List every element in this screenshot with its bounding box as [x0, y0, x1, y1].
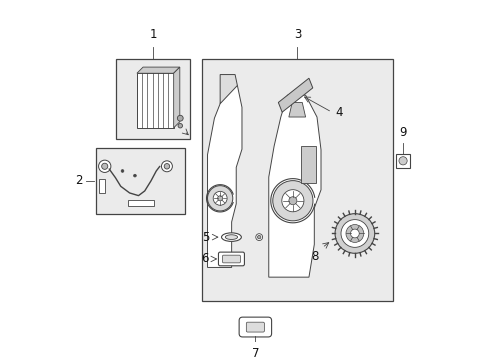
- Circle shape: [255, 234, 262, 240]
- Text: 1: 1: [149, 28, 157, 41]
- Circle shape: [121, 170, 123, 172]
- Circle shape: [340, 220, 368, 247]
- Polygon shape: [220, 75, 237, 104]
- Bar: [137, 73, 173, 128]
- Text: 5: 5: [202, 231, 209, 244]
- Circle shape: [161, 161, 172, 172]
- Polygon shape: [173, 67, 180, 128]
- Bar: [202, 59, 392, 301]
- Bar: [300, 146, 315, 183]
- Circle shape: [217, 196, 222, 201]
- Circle shape: [207, 186, 232, 211]
- Bar: [116, 59, 189, 139]
- Polygon shape: [137, 67, 180, 73]
- Circle shape: [213, 192, 226, 205]
- Text: 9: 9: [399, 126, 406, 139]
- Ellipse shape: [225, 235, 237, 239]
- FancyBboxPatch shape: [246, 322, 264, 332]
- FancyBboxPatch shape: [222, 255, 240, 263]
- Ellipse shape: [221, 233, 241, 242]
- Text: 6: 6: [201, 252, 208, 265]
- Polygon shape: [207, 85, 242, 267]
- FancyBboxPatch shape: [239, 317, 271, 337]
- Circle shape: [272, 181, 312, 221]
- Circle shape: [177, 115, 183, 121]
- Bar: [395, 154, 409, 168]
- Circle shape: [99, 160, 111, 172]
- Text: 4: 4: [335, 106, 343, 119]
- Circle shape: [334, 214, 374, 253]
- Polygon shape: [278, 78, 312, 112]
- Circle shape: [102, 163, 107, 169]
- Text: 7: 7: [251, 347, 259, 360]
- Circle shape: [133, 174, 136, 177]
- Circle shape: [164, 163, 169, 169]
- Polygon shape: [127, 199, 153, 206]
- Circle shape: [178, 123, 182, 128]
- Circle shape: [288, 197, 296, 205]
- Circle shape: [398, 157, 407, 165]
- Text: 2: 2: [75, 175, 82, 188]
- Circle shape: [281, 190, 304, 212]
- Text: 8: 8: [311, 250, 318, 263]
- Polygon shape: [288, 103, 305, 117]
- FancyBboxPatch shape: [218, 252, 244, 266]
- Circle shape: [345, 225, 363, 242]
- Circle shape: [257, 235, 261, 239]
- Circle shape: [350, 229, 359, 238]
- Bar: [96, 148, 184, 214]
- Polygon shape: [268, 95, 320, 277]
- Bar: [99, 179, 104, 193]
- Text: 3: 3: [293, 28, 301, 41]
